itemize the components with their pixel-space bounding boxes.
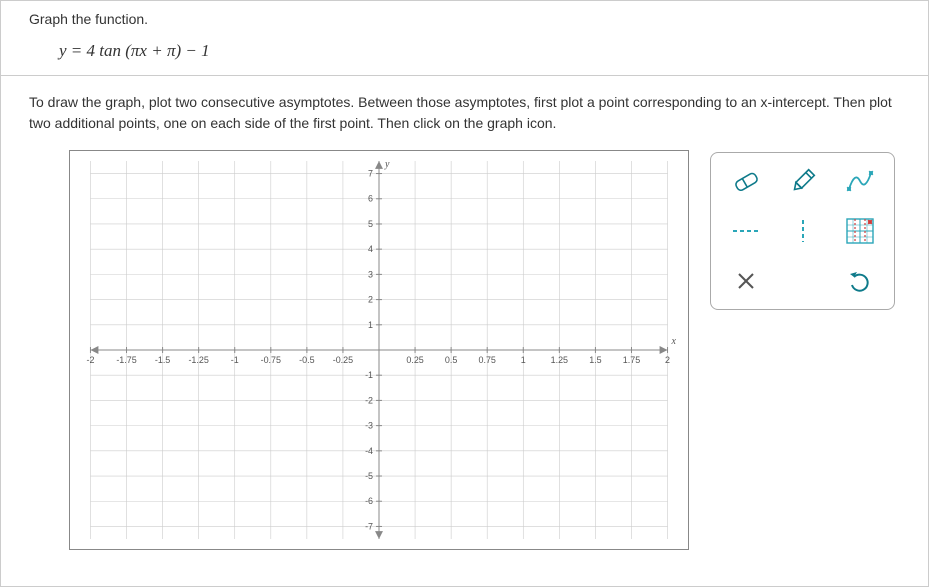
app-container: Graph the function. y = 4 tan (πx + π) −… — [0, 0, 929, 587]
svg-text:7: 7 — [368, 169, 373, 179]
svg-text:-6: -6 — [365, 496, 373, 506]
dashed-line-icon — [729, 217, 763, 245]
prompt-section: Graph the function. y = 4 tan (πx + π) −… — [1, 1, 928, 76]
svg-text:-7: -7 — [365, 521, 373, 531]
svg-text:x: x — [671, 336, 677, 347]
svg-text:1.25: 1.25 — [551, 355, 568, 365]
svg-text:4: 4 — [368, 244, 373, 254]
graph-canvas[interactable]: -2 -1.75 -1.5 -1.25 -1 -0.75 -0.5 -0.25 0.25 0.5 0… — [69, 150, 689, 550]
graph-icon — [843, 216, 877, 246]
svg-text:-0.5: -0.5 — [299, 355, 314, 365]
svg-text:3: 3 — [368, 269, 373, 279]
svg-text:-1.25: -1.25 — [188, 355, 208, 365]
undo-icon — [846, 267, 874, 295]
eraser-icon — [729, 167, 763, 195]
undo-tool[interactable] — [836, 259, 884, 303]
svg-text:-1: -1 — [365, 370, 373, 380]
toolbar — [710, 152, 895, 310]
close-icon — [732, 267, 760, 295]
svg-text:-1.75: -1.75 — [116, 355, 136, 365]
svg-text:-1.5: -1.5 — [155, 355, 170, 365]
graph-area: -2 -1.75 -1.5 -1.25 -1 -0.75 -0.5 -0.25 0.25 0.5 0… — [29, 150, 900, 550]
svg-text:5: 5 — [368, 219, 373, 229]
svg-text:0.25: 0.25 — [406, 355, 423, 365]
svg-text:-1: -1 — [231, 355, 239, 365]
dashed-horizontal-tool[interactable] — [722, 209, 770, 253]
dashed-vertical-tool[interactable] — [779, 209, 827, 253]
instructions: To draw the graph, plot two consecutive … — [29, 92, 900, 134]
svg-text:2: 2 — [368, 295, 373, 305]
curve-icon — [843, 167, 877, 195]
close-tool[interactable] — [722, 259, 770, 303]
curve-tool[interactable] — [836, 159, 884, 203]
svg-text:0.75: 0.75 — [479, 355, 496, 365]
svg-text:-2: -2 — [365, 395, 373, 405]
graph-tool[interactable] — [836, 209, 884, 253]
svg-text:1.75: 1.75 — [623, 355, 640, 365]
svg-text:-2: -2 — [86, 355, 94, 365]
svg-text:-0.25: -0.25 — [333, 355, 353, 365]
svg-text:-4: -4 — [365, 446, 373, 456]
equation: y = 4 tan (πx + π) − 1 — [29, 41, 900, 61]
svg-text:6: 6 — [368, 194, 373, 204]
svg-text:1: 1 — [368, 320, 373, 330]
work-section: To draw the graph, plot two consecutive … — [1, 76, 928, 560]
svg-text:1.5: 1.5 — [589, 355, 601, 365]
prompt-title: Graph the function. — [29, 11, 900, 27]
svg-text:-0.75: -0.75 — [261, 355, 281, 365]
graph-svg: -2 -1.75 -1.5 -1.25 -1 -0.75 -0.5 -0.25 0.25 0.5 0… — [70, 151, 688, 549]
svg-text:-5: -5 — [365, 471, 373, 481]
pencil-tool[interactable] — [779, 159, 827, 203]
dashed-vert-icon — [786, 217, 820, 245]
svg-text:-3: -3 — [365, 421, 373, 431]
pencil-icon — [786, 167, 820, 195]
eraser-tool[interactable] — [722, 159, 770, 203]
svg-text:y: y — [384, 159, 390, 170]
svg-text:1: 1 — [521, 355, 526, 365]
svg-text:2: 2 — [665, 355, 670, 365]
svg-text:0.5: 0.5 — [445, 355, 457, 365]
